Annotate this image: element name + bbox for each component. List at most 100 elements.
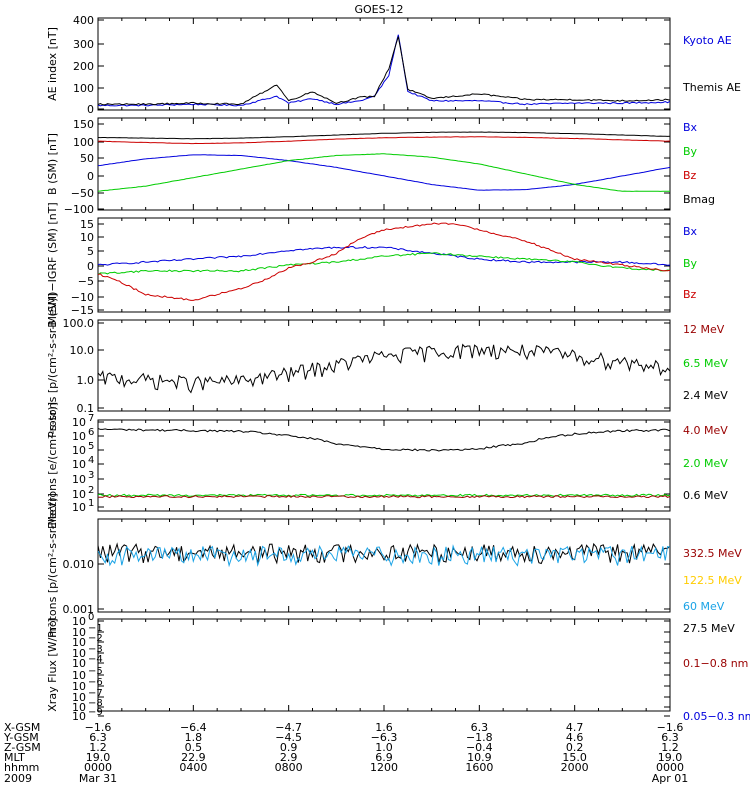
x-table-cell: 6.9 [375,751,393,764]
y-tick-label: 0.010 [63,558,95,571]
series-group [98,343,670,394]
y-tick-label: 0 [87,103,94,116]
x-table-cell: −4.5 [275,731,302,744]
y-tick-label: 10 [80,231,94,244]
y-tick-exponent: 1 [88,498,94,509]
x-table-cell: 1.6 [375,721,393,734]
x-table-cell: 0.9 [280,741,298,754]
y-axis-label: B (SM) [nT] [46,133,59,195]
y-tick-label: 0 [87,170,94,183]
series-group [98,542,670,568]
x-table-cell: 1.0 [375,741,393,754]
x-table-cell: −6.3 [371,731,398,744]
legend-entry: 122.5 MeV [683,574,742,587]
legend-entry: 2.4 MeV [683,389,728,402]
series-group [98,427,670,499]
y-tick-label: 400 [73,14,94,27]
series-line-kyoto-ae [98,34,670,107]
legend-entry: 2.0 MeV [683,457,728,470]
x-table-cell: 10.9 [467,751,492,764]
series-line-by [98,153,670,192]
y-tick-label: 10 [72,430,86,443]
y-tick-label: 1.0 [77,374,95,387]
y-tick-exponent: 2 [88,485,94,496]
series-group [98,34,670,107]
x-table-cell: 6.3 [89,731,107,744]
x-table-cell: Apr 01 [652,772,689,785]
y-tick-label: 10 [72,710,86,723]
series-line-bz [98,222,670,301]
panel-1: 400 300 200 100 0 AE index [nT] Kyoto AE Themis… [46,14,741,116]
y-axis-label: AE index [nT] [46,27,59,101]
y-tick-label: 10.0 [70,344,95,357]
y-tick-label: 5 [87,245,94,258]
legend-entry: Themis AE [682,81,741,94]
series-line-4.0-mev [98,495,670,499]
y-tick-label: 10 [72,416,86,429]
panel-frame [97,518,671,613]
y-tick-exponent: 7 [88,413,94,424]
y-tick-label: 15 [80,218,94,231]
y-tick-label: 10 [72,615,86,628]
y-axis-label: Protons [p/(cm²-s-sr-MeV)] [46,493,59,638]
legend-entry: Bz [683,169,697,182]
y-tick-label: 10 [72,458,86,471]
y-tick-label: 10 [72,669,86,682]
x-table-cell: 1.2 [89,741,107,754]
x-table-row-label: Z-GSM [4,741,41,754]
legend-entry: Bmag [683,193,715,206]
x-table-cell: 0000 [656,761,684,774]
legend-entry: Bz [683,288,697,301]
y-tick-exponent: 3 [88,470,94,481]
y-tick-label: −50 [71,187,94,200]
y-tick-exponent: −5 [88,666,103,677]
y-tick-label: 150 [73,118,94,131]
x-table-cell: Mar 31 [79,772,117,785]
x-table-cell: 0.5 [185,741,203,754]
x-table-cell: 0800 [275,761,303,774]
y-tick-exponent: −6 [88,677,103,688]
x-table-cell: 19.0 [658,751,683,764]
legend-entry: By [683,257,698,270]
x-axis-table: X-GSMY-GSMZ-GSMMLThhmm2009−1.66.31.219.0… [3,721,688,785]
legend-entry: 27.5 MeV [683,622,735,635]
x-table-cell: 1200 [370,761,398,774]
y-tick-exponent: 0 [88,612,94,623]
y-tick-label: −10 [71,291,94,304]
legend-entry: 6.5 MeV [683,357,728,370]
x-table-cell: −1.8 [466,731,493,744]
x-table-cell: 1.2 [661,741,679,754]
y-tick-label: 200 [73,60,94,73]
x-table-row-label: MLT [4,751,25,764]
panel-4: 100.0 10.0 1.0 0.1 Protons [p/(cm²-s-sr-MeV)… [46,293,728,438]
legend-entry: 4.0 MeV [683,424,728,437]
x-table-cell: −1.6 [657,721,684,734]
y-tick-label: 10 [72,626,86,639]
x-table-cell: 6.3 [471,721,489,734]
y-tick-label: 10 [72,636,86,649]
x-table-cell: 22.9 [181,751,206,764]
y-tick-label: 10 [72,473,86,486]
legend-entry: 0.6 MeV [683,489,728,502]
legend-entry: Bx [683,121,698,134]
x-table-cell: 1.8 [185,731,203,744]
y-tick-label: 0.1 [77,402,95,415]
legend-entry: 12 MeV [683,323,725,336]
series-line-60-mev [98,544,670,568]
panel-frame [97,17,671,111]
y-axis-label: B (SM)−IGRF (SM) [nT] [46,202,59,327]
y-tick-exponent: 5 [88,441,94,452]
series-line-27.5-mev [98,542,670,565]
x-table-cell: 0.2 [566,741,584,754]
panel-frame [97,117,671,211]
y-tick-label: 100.0 [63,317,95,330]
x-table-cell: −4.7 [275,721,302,734]
x-table-cell: −1.6 [85,721,112,734]
x-table-cell: 19.0 [86,751,111,764]
legend-entry: Kyoto AE [683,34,732,47]
y-tick-label: 50 [80,152,94,165]
y-tick-exponent: −1 [88,623,103,634]
